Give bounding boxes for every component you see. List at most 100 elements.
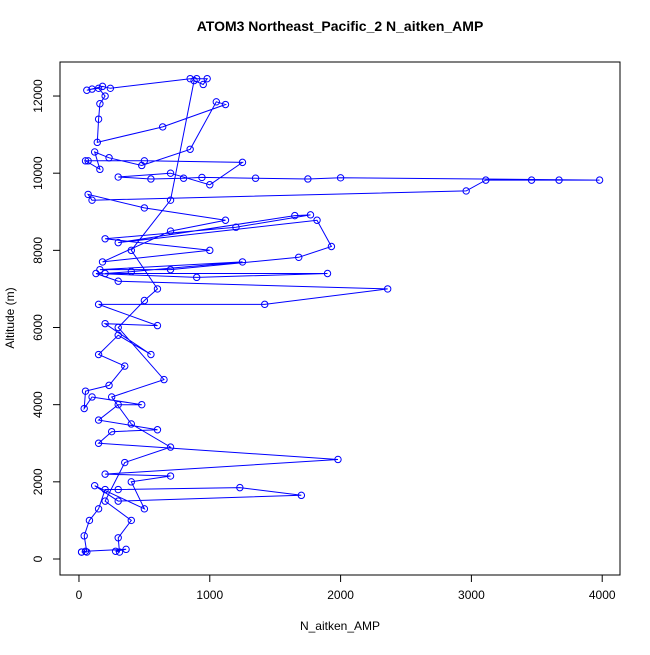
point [107,427,116,436]
y-tick-label: 8000 [31,237,45,264]
point [127,516,135,525]
point [80,532,88,540]
point [291,211,299,220]
point [114,331,122,339]
point [94,416,103,424]
point [297,491,306,500]
point [81,547,90,555]
x-tick-label: 4000 [589,588,616,602]
point [462,187,470,195]
point [94,350,103,359]
point [81,387,90,395]
y-tick-label: 10000 [31,156,45,190]
series-line [81,78,600,553]
point [179,174,188,182]
point [127,246,135,255]
point [527,176,536,184]
point [238,258,247,266]
point [101,497,109,505]
point [153,285,162,293]
point [232,223,240,231]
point [140,505,149,513]
point [238,158,247,167]
point [203,74,211,83]
point [88,196,96,204]
point [77,548,86,556]
point [336,174,345,182]
point [121,458,129,467]
point [88,393,96,401]
point [106,84,115,93]
point [111,547,120,555]
point [306,211,315,219]
point [101,470,109,478]
point [261,300,269,309]
point [83,86,91,94]
point [212,98,221,106]
point [166,169,175,177]
point [383,285,392,293]
point [101,319,109,328]
point [334,455,342,464]
point [81,157,90,165]
point [105,154,113,162]
y-axis-label: Altitude (m) [3,287,17,348]
point [221,216,230,224]
point [127,420,135,428]
x-tick-label: 3000 [458,588,485,602]
y-tick-label: 0 [31,555,45,562]
point [236,483,244,492]
point [98,258,107,266]
point [84,157,92,165]
point [158,123,167,131]
point [198,173,206,182]
point [114,323,122,332]
point [166,265,175,274]
point [186,145,194,153]
point [114,277,122,285]
y-tick-label: 4000 [31,391,45,418]
point [115,548,124,556]
point [327,242,336,251]
point [166,196,175,204]
point [304,175,312,183]
point [295,253,303,261]
point [101,92,109,100]
point [114,485,122,494]
point [138,400,146,409]
point [105,381,113,390]
point [221,100,230,109]
chart-title: ATOM3 Northeast_Pacific_2 N_aitken_AMP [197,18,484,34]
point [83,548,91,556]
point [90,481,99,490]
point [114,173,122,181]
point [93,138,101,147]
point [251,174,260,182]
point [153,426,162,434]
point [190,76,198,85]
point [101,485,109,494]
point [147,175,155,183]
point [98,82,107,91]
point [166,443,175,451]
point [166,227,175,235]
point [127,267,135,276]
point [96,100,104,108]
point [138,161,146,170]
x-tick-label: 2000 [327,588,354,602]
y-tick-label: 6000 [31,314,45,341]
point [90,148,99,156]
point [94,505,103,513]
point [92,269,100,278]
point [199,80,207,89]
point [313,216,321,224]
point [107,393,116,401]
point [166,472,175,480]
plot-frame [59,61,621,576]
point [114,534,122,542]
point [96,165,104,174]
point [80,404,88,413]
point [101,269,109,278]
point [127,478,135,486]
